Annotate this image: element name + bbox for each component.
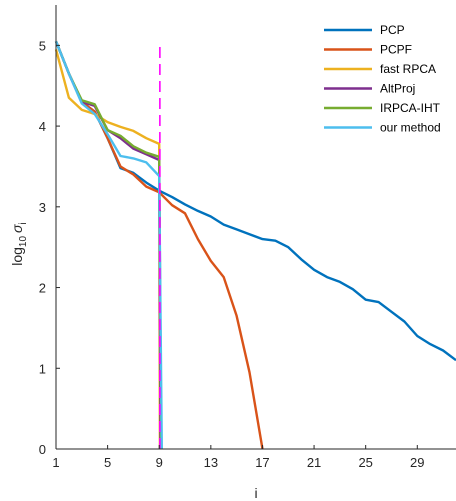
series-line-irpca-iht — [54, 40, 163, 450]
x-tick-label: 17 — [255, 455, 269, 470]
legend-label-pcp: PCP — [380, 23, 405, 37]
legend-label-fast-rpca: fast RPCA — [380, 62, 436, 76]
y-axis-label: log10σi — [9, 222, 29, 266]
x-tick-label: 9 — [156, 455, 163, 470]
x-axis-label: i — [254, 485, 257, 501]
series-line-altproj — [54, 40, 162, 450]
y-tick-label: 0 — [39, 442, 46, 457]
y-tick-label: 2 — [39, 281, 46, 296]
y-tick-labels: 0 1 2 3 4 5 — [39, 38, 46, 457]
legend: PCP PCPF fast RPCA AltProj IRPCA-IHT our meth… — [324, 23, 441, 135]
legend-label-irpca-iht: IRPCA-IHT — [380, 101, 441, 115]
series-layer — [54, 40, 456, 450]
axes — [55, 5, 456, 450]
x-tick-label: 13 — [204, 455, 218, 470]
legend-label-pcpf: PCPF — [380, 43, 412, 57]
series-line-our-method — [54, 40, 163, 450]
y-tick-label: 5 — [39, 38, 46, 53]
y-tick-label: 1 — [39, 361, 46, 376]
legend-label-altproj: AltProj — [380, 82, 415, 96]
y-tick-label: 4 — [39, 119, 46, 134]
x-tick-label: 25 — [358, 455, 372, 470]
x-tick-label: 5 — [104, 455, 111, 470]
y-tick-label: 3 — [39, 200, 46, 215]
x-tick-label: 21 — [307, 455, 321, 470]
legend-label-our-method: our method — [380, 121, 441, 135]
series-line-fast-rpca — [54, 49, 162, 450]
x-tick-label: 1 — [52, 455, 59, 470]
x-tick-label: 29 — [410, 455, 424, 470]
x-tick-labels: 1 5 9 13 17 21 25 29 — [52, 455, 424, 470]
